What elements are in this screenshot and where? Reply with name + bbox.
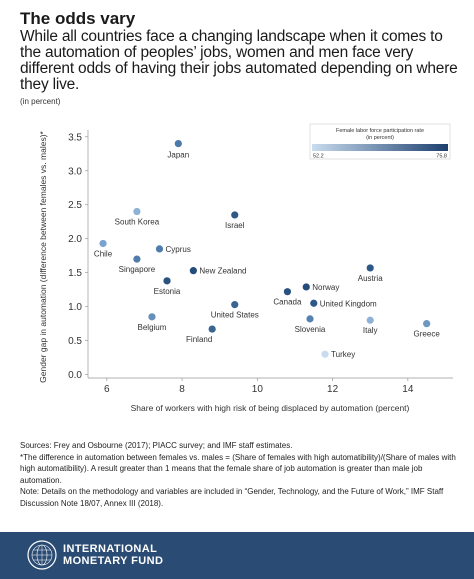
point-label-cyprus: Cyprus [165, 245, 190, 254]
imf-name-line2: MONETARY FUND [63, 555, 164, 567]
legend-title-line1: Female labor force participation rate [336, 128, 424, 134]
legend-box [309, 123, 451, 160]
point-italy [366, 316, 374, 324]
x-tick-label: 10 [252, 384, 264, 395]
chart-subtitle: While all countries face a changing land… [20, 28, 458, 93]
x-axis-label: Share of workers with high risk of being… [131, 403, 410, 413]
point-austria [366, 264, 374, 272]
imf-name-line1: INTERNATIONAL [63, 543, 158, 555]
unit-label: (in percent) [20, 97, 61, 106]
color-legend: Female labor force participation rate (i… [309, 123, 451, 160]
x-tick-label: 8 [179, 384, 185, 395]
point-israel [231, 211, 239, 219]
point-south-korea [133, 207, 141, 216]
x-tick-label: 14 [402, 384, 414, 395]
data-points: Japan South Korea Israel Chile Cyprus Singapo… [94, 139, 441, 359]
y-tick-label: 0.5 [68, 336, 82, 347]
legend-color-bar [312, 144, 448, 151]
legend-min-label: 52.2 [313, 154, 324, 160]
point-canada [283, 288, 292, 296]
y-tick-label: 1.5 [68, 268, 82, 279]
point-label-japan: Japan [167, 151, 189, 160]
imf-footer: INTERNATIONAL MONETARY FUND [0, 532, 474, 579]
point-united-kingdom [310, 299, 318, 307]
point-norway [302, 283, 310, 291]
imf-seal-icon [27, 540, 57, 570]
point-label-israel: Israel [225, 221, 245, 230]
point-label-estonia: Estonia [154, 287, 181, 296]
point-japan [174, 139, 182, 148]
point-estonia [163, 277, 171, 285]
y-tick-label: 0.0 [68, 370, 82, 381]
point-singapore [133, 255, 141, 263]
y-tick-label: 2.0 [68, 234, 82, 245]
point-label-new-zealand: New Zealand [199, 267, 246, 276]
point-label-united-states: United States [211, 311, 259, 320]
imf-wordmark: INTERNATIONAL MONETARY FUND [63, 543, 163, 567]
point-label-turkey: Turkey [331, 350, 355, 359]
point-label-greece: Greece [414, 330, 441, 339]
point-label-south-korea: South Korea [115, 218, 160, 227]
point-turkey [321, 350, 329, 358]
y-tick-label: 1.0 [68, 302, 82, 313]
y-tick-label: 3.0 [68, 166, 82, 177]
point-greece [423, 320, 431, 328]
x-axis-ticks: 6 8 10 12 14 [104, 378, 414, 395]
point-label-italy: Italy [363, 326, 378, 335]
point-label-finland: Finland [186, 335, 212, 344]
point-label-norway: Norway [312, 283, 339, 292]
sources-note: Sources: Frey and Osbourne (2017); PIACC… [20, 441, 293, 450]
scatter-chart: Female labor force participation rate (i… [38, 123, 453, 413]
methodology-note: Note: Details on the methodology and var… [20, 487, 444, 508]
point-united-states [231, 301, 239, 309]
chart-title: The odds vary [20, 9, 136, 28]
notes-section: Sources: Frey and Osbourne (2017); PIACC… [20, 440, 465, 509]
point-label-austria: Austria [358, 274, 383, 283]
point-label-belgium: Belgium [138, 323, 167, 332]
point-cyprus [155, 245, 164, 253]
legend-max-label: 75.8 [436, 154, 447, 160]
point-finland [208, 325, 216, 333]
y-tick-label: 3.5 [68, 132, 82, 143]
point-label-united-kingdom: United Kingdom [320, 299, 377, 308]
point-label-chile: Chile [94, 249, 113, 258]
y-axis-label: Gender gap in automation (difference bet… [38, 130, 48, 382]
x-tick-label: 6 [104, 384, 110, 395]
point-belgium [148, 313, 156, 321]
point-new-zealand [189, 267, 197, 275]
point-label-slovenia: Slovenia [295, 325, 326, 334]
point-label-singapore: Singapore [119, 265, 156, 274]
y-axis-ticks: 0.0 0.5 1.0 1.5 2.0 2.5 3.0 3.5 [68, 132, 88, 381]
point-chile [99, 239, 107, 248]
point-label-canada: Canada [273, 298, 302, 307]
y-tick-label: 2.5 [68, 200, 82, 211]
legend-title-line2: (in percent) [366, 135, 394, 141]
point-slovenia [306, 315, 314, 323]
footnote: *The difference in automation between fe… [20, 452, 456, 485]
x-tick-label: 12 [327, 384, 339, 395]
